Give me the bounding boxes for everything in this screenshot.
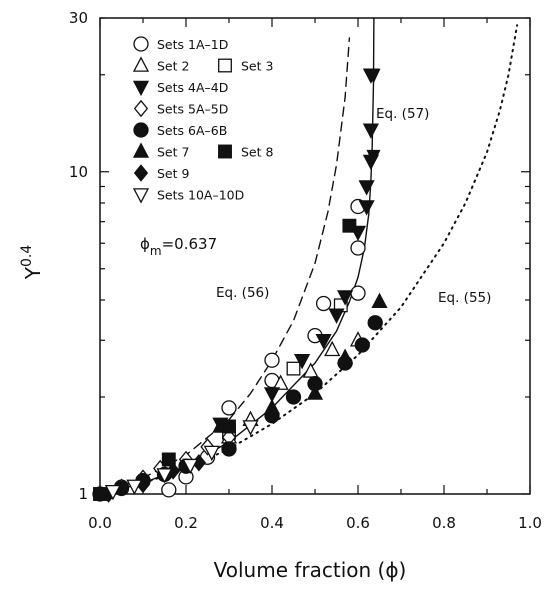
- legend-label: Sets 1A–1D: [157, 37, 228, 52]
- x-tick-label: 1.0: [518, 514, 542, 532]
- legend-label: Set 3: [241, 59, 273, 74]
- data-point: [161, 452, 176, 467]
- data-point: [302, 362, 319, 378]
- x-tick-label: 0.6: [346, 514, 370, 532]
- eq-55-label: Eq. (55): [438, 290, 491, 306]
- data-point: [221, 441, 237, 457]
- legend-label: Sets 5A–5D: [157, 102, 228, 117]
- legend-label: Set 7: [157, 145, 189, 160]
- x-tick-label: 0.8: [432, 514, 456, 532]
- data-point: [285, 389, 302, 405]
- data-point: [272, 374, 289, 390]
- y-axis-title-superscript: 0.4: [19, 245, 35, 267]
- y-tick-label: 1: [78, 485, 88, 503]
- data-point: [306, 384, 324, 400]
- y-axis-title-base: Y: [21, 266, 45, 280]
- legend-label: Sets 4A–4D: [157, 80, 228, 95]
- legend-marker: [132, 188, 150, 204]
- phi-symbol: ϕ: [140, 235, 150, 253]
- data-point: [358, 200, 375, 216]
- data-points: [92, 68, 388, 503]
- data-point: [342, 218, 357, 233]
- data-point: [324, 340, 341, 357]
- legend-label: Sets 6A–6B: [157, 123, 227, 138]
- data-point: [371, 292, 388, 308]
- legend-label: Set 8: [241, 145, 273, 160]
- data-point: [294, 354, 311, 370]
- data-point: [315, 333, 332, 350]
- legend-label: Set 2: [157, 59, 189, 74]
- y-tick-label: 30: [69, 9, 88, 27]
- x-tick-label: 0.2: [174, 514, 198, 532]
- data-point: [161, 482, 177, 498]
- y-axis-title: Y0.4: [19, 245, 45, 281]
- axis-ticks: [99, 17, 531, 495]
- x-axis-title: Volume fraction (ϕ): [214, 558, 407, 582]
- data-point: [367, 315, 383, 331]
- phi-value: =0.637: [162, 235, 218, 253]
- data-point: [264, 352, 280, 368]
- y-tick-label: 10: [69, 163, 88, 181]
- legend-marker: [133, 164, 149, 182]
- data-point: [104, 484, 121, 501]
- legend-marker: [133, 36, 149, 52]
- x-tick-label: 0.0: [88, 514, 112, 532]
- data-point: [203, 445, 220, 462]
- curve-dashed: [99, 37, 351, 495]
- legend-marker: [218, 144, 232, 159]
- data-point: [362, 68, 379, 84]
- phi-subscript: m: [150, 244, 162, 258]
- legend-label: Sets 10A–10D: [157, 188, 244, 203]
- data-point: [337, 348, 354, 364]
- legend-label: Set 9: [157, 166, 189, 181]
- data-point: [222, 419, 236, 434]
- data-point: [315, 295, 332, 312]
- data-point: [126, 479, 143, 495]
- data-point: [328, 308, 345, 324]
- legend-marker: [133, 122, 149, 138]
- curve-dotted: [99, 24, 519, 495]
- eq-57-label: Eq. (57): [376, 106, 429, 122]
- data-point: [221, 400, 237, 416]
- x-tick-label: 0.4: [260, 514, 284, 532]
- data-point: [362, 123, 379, 139]
- legend-marker: [132, 56, 150, 72]
- phi-m-annotation: ϕm=0.637: [140, 235, 217, 258]
- data-point: [362, 154, 379, 171]
- data-point: [263, 387, 281, 403]
- legend: Sets 1A–1D Set 2 Set 3 Sets 4A–4D Sets 5A–5D…: [132, 36, 273, 204]
- data-point: [358, 180, 375, 196]
- data-point: [182, 458, 199, 475]
- legend-marker: [218, 58, 232, 73]
- data-point: [350, 240, 366, 256]
- legend-marker: [132, 80, 150, 97]
- data-point: [350, 285, 366, 301]
- eq-56-label: Eq. (56): [216, 285, 269, 301]
- data-point: [337, 290, 354, 306]
- data-point: [286, 361, 301, 376]
- data-point: [242, 420, 259, 436]
- legend-marker: [133, 99, 149, 118]
- legend-marker: [132, 142, 150, 158]
- data-point: [354, 337, 370, 353]
- data-point: [263, 398, 281, 415]
- tick-labels: 0.0 0.2 0.4 0.6 0.8 1.0 1 10 30: [69, 9, 542, 532]
- data-point: [156, 468, 173, 484]
